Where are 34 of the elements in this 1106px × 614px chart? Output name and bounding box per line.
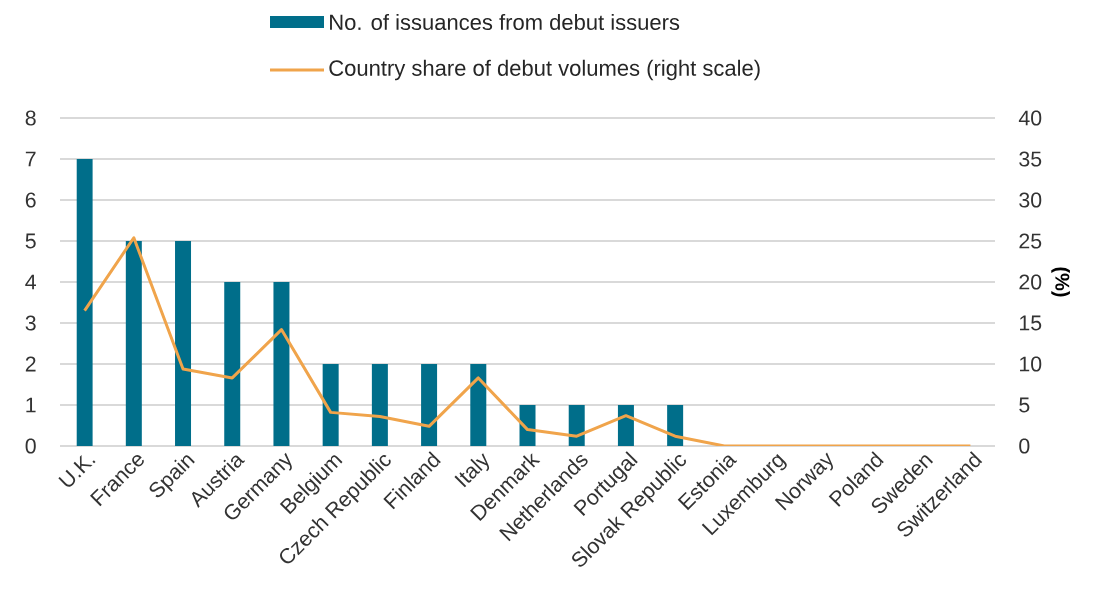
y-tick-label: 2 (25, 356, 36, 372)
y2-axis-title: (%) (1051, 267, 1070, 297)
bar (470, 364, 487, 446)
y-tick-label: 1 (26, 397, 36, 413)
bar (224, 282, 241, 446)
bar (519, 405, 536, 446)
y2-tick-label: 25 (1019, 233, 1042, 249)
bar (76, 159, 93, 446)
y2-tick-label: 5 (1019, 397, 1030, 413)
bar (322, 364, 339, 446)
bar (125, 241, 142, 446)
bar (568, 405, 585, 446)
y-tick-label: 3 (25, 315, 36, 331)
y-tick-label: 7 (25, 151, 36, 167)
bar (617, 405, 634, 446)
y2-tick-label: 15 (1020, 315, 1042, 331)
y2-tick-label: 10 (1020, 356, 1042, 372)
legend-label: Country share of debut volumes (right scale) (329, 59, 760, 81)
y2-tick-label: 0 (1019, 438, 1030, 454)
y2-tick-label: 35 (1019, 151, 1042, 167)
y-tick-label: 8 (25, 110, 36, 126)
y-tick-label: 4 (25, 274, 36, 290)
y-tick-label: 0 (25, 438, 36, 454)
y2-tick-label: 20 (1019, 274, 1042, 290)
y2-tick-label: 40 (1018, 110, 1042, 126)
y-tick-label: 5 (25, 233, 36, 249)
y2-tick-label: 30 (1019, 192, 1042, 208)
bar (667, 405, 684, 446)
legend-label: No. of issuances from debut issuers (330, 13, 680, 31)
bar (371, 364, 388, 446)
y-tick-label: 6 (25, 192, 36, 208)
bar (175, 241, 192, 446)
bar (273, 282, 290, 446)
bar (421, 364, 438, 446)
